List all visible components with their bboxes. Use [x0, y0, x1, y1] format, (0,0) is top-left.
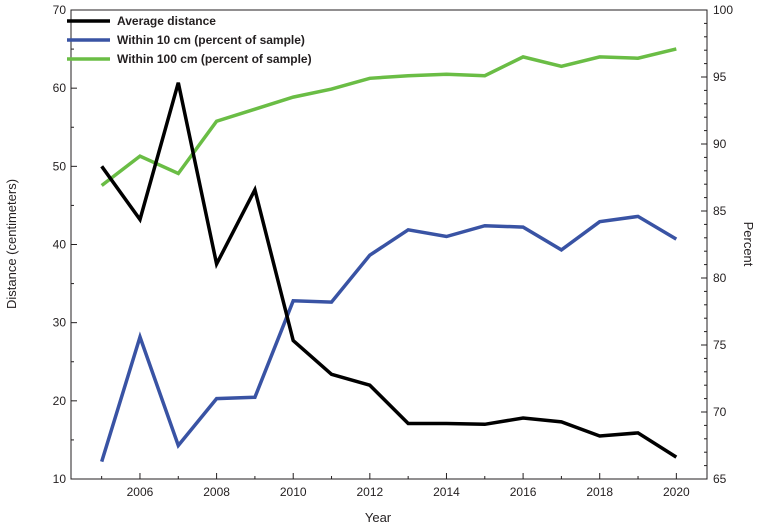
right-y-tick-label: 65 [713, 472, 727, 486]
legend-label-3: Within 100 cm (percent of sample) [117, 52, 312, 66]
left-y-axis: 10 20 30 40 50 60 70 [53, 3, 77, 486]
left-y-tick-label: 70 [53, 3, 67, 17]
right-y-tick-label: 95 [713, 70, 727, 84]
series-lines [100, 47, 678, 463]
left-y-tick-label: 60 [53, 81, 67, 95]
x-axis: 2006 2008 2010 2012 2014 2016 2018 2020 [101, 473, 690, 499]
right-y-tick-label: 100 [713, 3, 733, 17]
legend-label-2: Within 10 cm (percent of sample) [117, 33, 305, 47]
right-y-tick-label: 85 [713, 204, 727, 218]
right-y-axis-title: Percent [741, 222, 756, 267]
legend-label-1: Average distance [117, 14, 216, 28]
left-y-tick-label: 20 [53, 394, 67, 408]
x-tick-label: 2006 [127, 485, 154, 499]
right-y-tick-label: 80 [713, 271, 727, 285]
x-tick-label: 2020 [663, 485, 690, 499]
legend: Average distance Within 10 cm (percent of… [67, 14, 312, 66]
left-y-tick-label: 30 [53, 316, 67, 330]
x-tick-label: 2018 [586, 485, 613, 499]
x-axis-title: Year [365, 510, 392, 525]
left-y-axis-title: Distance (centimeters) [4, 179, 19, 309]
left-y-tick-label: 10 [53, 472, 67, 486]
left-y-tick-label: 40 [53, 238, 67, 252]
series-line-2 [100, 214, 678, 463]
left-y-tick-label: 50 [53, 159, 67, 173]
x-tick-label: 2014 [433, 485, 460, 499]
x-tick-label: 2008 [203, 485, 230, 499]
x-tick-label: 2010 [280, 485, 307, 499]
series-line-1 [100, 82, 678, 459]
right-y-tick-label: 90 [713, 137, 727, 151]
x-tick-label: 2016 [510, 485, 537, 499]
right-y-tick-label: 75 [713, 338, 727, 352]
series-line-3 [100, 47, 677, 187]
right-y-tick-label: 70 [713, 405, 727, 419]
right-y-axis: 65 70 75 80 85 90 95 100 [701, 3, 733, 486]
x-tick-label: 2012 [356, 485, 383, 499]
